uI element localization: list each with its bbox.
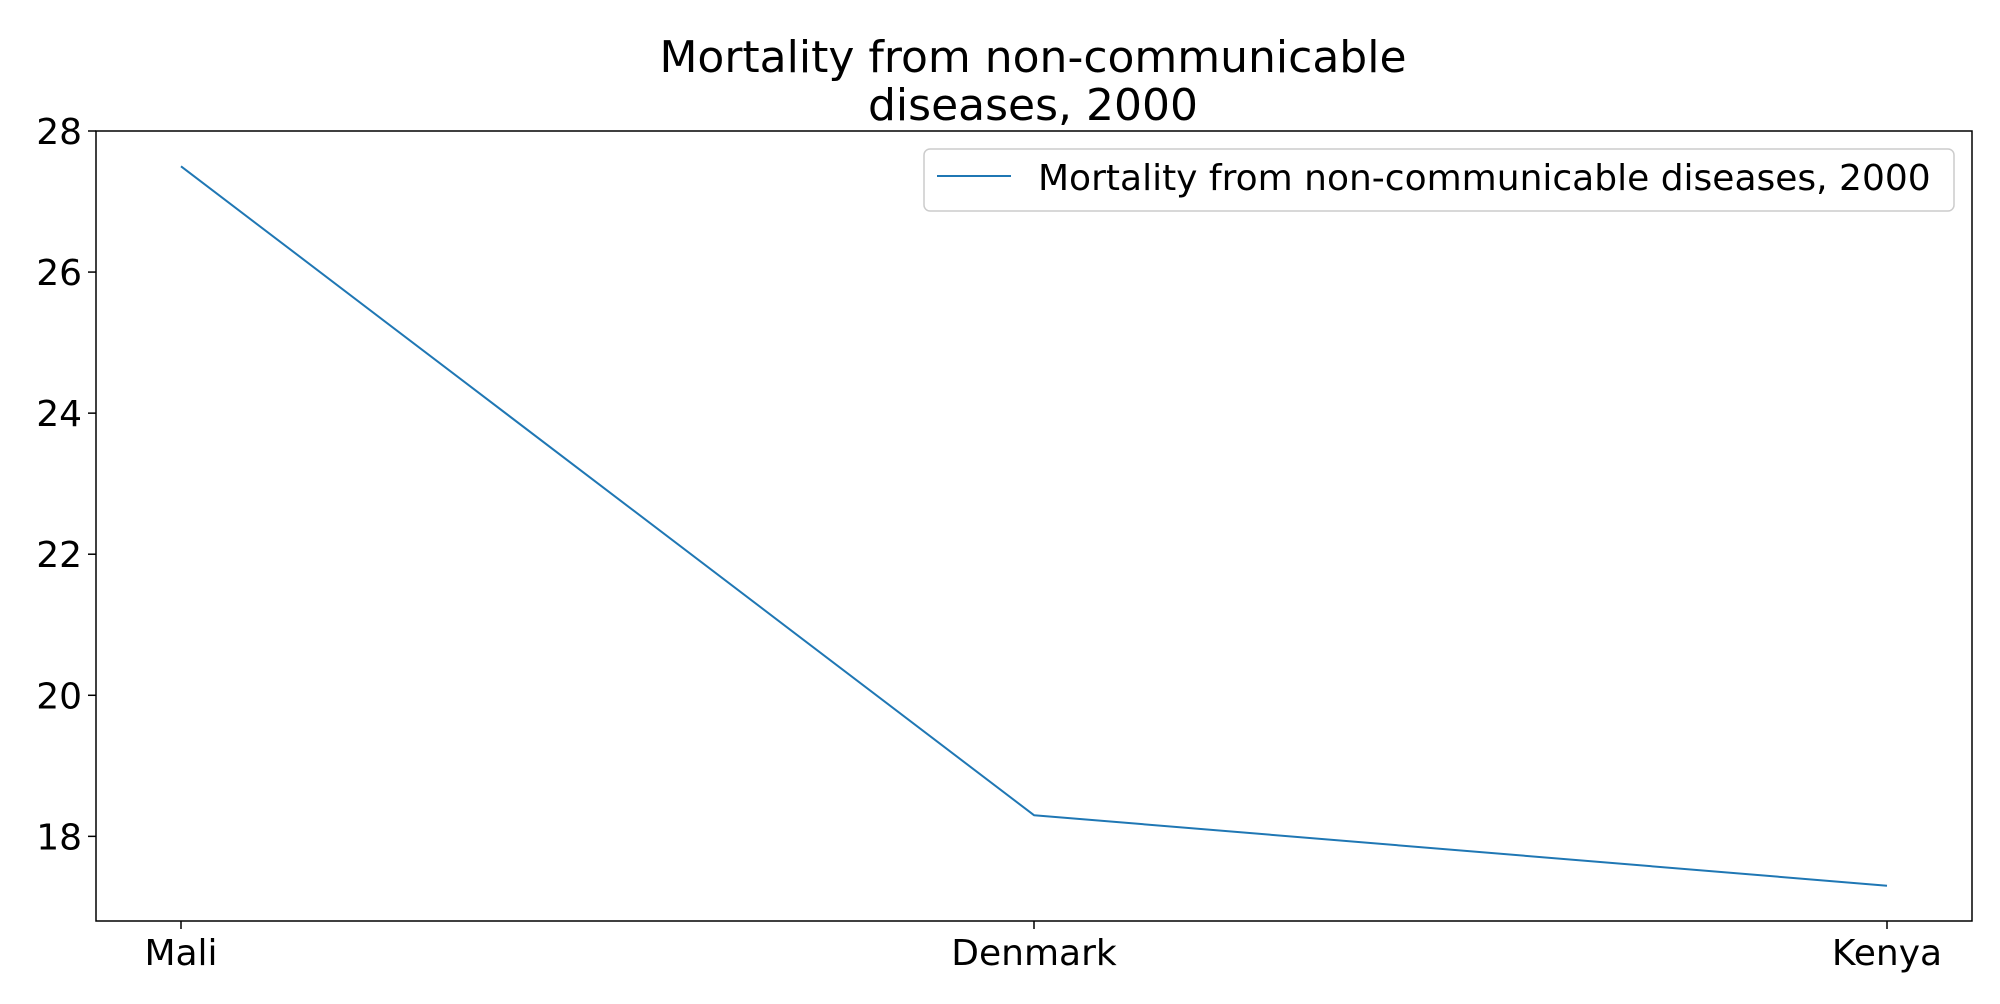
- x-tick-label: Mali: [144, 933, 217, 974]
- legend-label: Mortality from non-communicable diseases…: [1038, 158, 1931, 199]
- x-tick-label: Kenya: [1832, 933, 1942, 974]
- series-line: [181, 166, 1887, 885]
- series-layer: [181, 166, 1887, 885]
- x-tick-label: Denmark: [951, 933, 1117, 974]
- y-tick-label: 22: [36, 535, 82, 576]
- legend: Mortality from non-communicable diseases…: [924, 149, 1954, 211]
- chart-title-line-2: diseases, 2000: [868, 80, 1198, 131]
- y-tick-label: 18: [36, 817, 82, 858]
- y-tick-label: 24: [36, 394, 82, 435]
- y-tick-label: 28: [36, 112, 82, 153]
- chart-title-line-1: Mortality from non-communicable: [659, 32, 1406, 83]
- x-axis: Mali Denmark Kenya: [144, 921, 1942, 974]
- y-axis: 18 20 22 24 26 28: [36, 112, 96, 858]
- y-tick-label: 20: [36, 676, 82, 717]
- y-tick-label: 26: [36, 253, 82, 294]
- plot-area-frame: [96, 131, 1972, 921]
